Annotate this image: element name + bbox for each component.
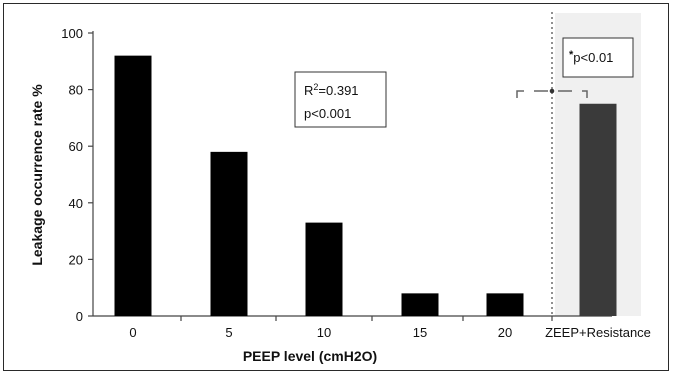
y-tick-label: 100: [61, 26, 83, 41]
bar-10: [305, 222, 343, 316]
comparison-stats-box: *p<0.01: [562, 37, 634, 78]
y-tick-label: 20: [69, 252, 83, 267]
regression-r2-text: R2=0.391: [304, 82, 359, 98]
x-axis-title: PEEP level (cmH2O): [243, 348, 377, 364]
y-tick-label: 80: [69, 83, 83, 98]
comparison-p-text: *p<0.01: [569, 49, 613, 65]
regression-p-value: p<0.001: [304, 106, 351, 121]
regression-stats-box: R2=0.391 p<0.001: [294, 71, 387, 128]
r2-value: =0.391: [318, 83, 358, 98]
comparison-bracket-dot: [549, 88, 555, 94]
x-tick-label: 20: [498, 325, 512, 340]
bars: [114, 55, 617, 316]
regression-stats-border: [294, 71, 387, 128]
x-tick-labels: 0 5 10 15 20 ZEEP+Resistance: [129, 325, 651, 340]
bar-5: [210, 151, 248, 316]
significance-star: *: [569, 49, 574, 61]
axes: [88, 31, 612, 321]
y-tick-label: 40: [69, 196, 83, 211]
x-tick-label: 10: [317, 325, 331, 340]
y-axis-title: Leakage occurrence rate %: [29, 84, 45, 266]
r2-superscript: 2: [313, 82, 318, 92]
r2-label: R: [304, 83, 313, 98]
bar-0: [114, 55, 152, 316]
y-tick-label: 60: [69, 139, 83, 154]
bar-20: [486, 293, 524, 316]
y-tick-labels: 0 20 40 60 80 100: [61, 26, 83, 324]
x-tick-label: 15: [413, 325, 427, 340]
bar-zeep-resistance: [579, 103, 617, 316]
y-tick-label: 0: [76, 309, 83, 324]
x-tick-label: ZEEP+Resistance: [545, 325, 651, 340]
comparison-stats-border: [562, 37, 634, 78]
x-tick-label: 5: [225, 325, 232, 340]
comparison-bracket: [516, 90, 588, 98]
bar-15: [401, 293, 439, 316]
comparison-p-value: p<0.01: [573, 50, 613, 65]
x-tick-label: 0: [129, 325, 136, 340]
